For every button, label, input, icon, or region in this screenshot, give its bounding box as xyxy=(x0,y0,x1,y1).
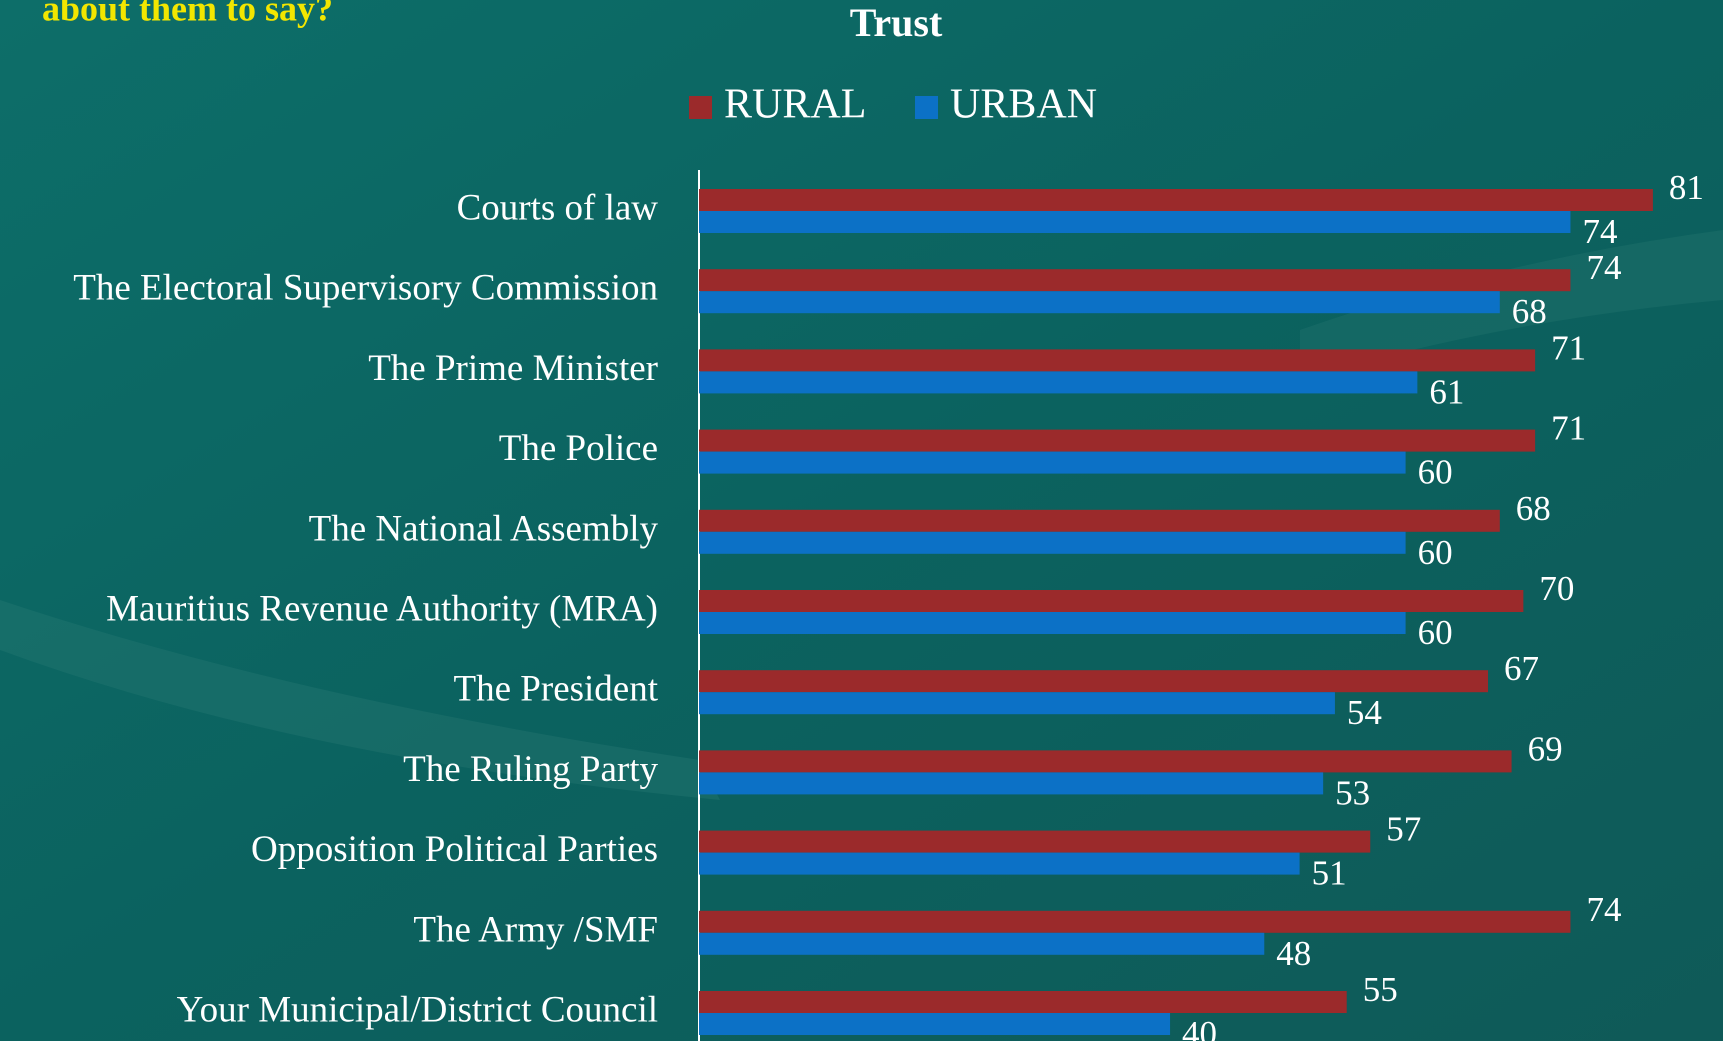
bar xyxy=(699,910,1571,933)
heading: about them to say? xyxy=(42,0,333,28)
bar xyxy=(699,772,1324,795)
bar xyxy=(699,531,1406,554)
legend-label: URBAN xyxy=(950,82,1097,128)
value-label: 57 xyxy=(1386,810,1421,849)
bar xyxy=(699,991,1347,1013)
category-label: The Electoral Supervisory Commission xyxy=(73,268,658,309)
bar xyxy=(699,590,1524,612)
value-label: 48 xyxy=(1276,934,1311,973)
category-label: The National Assembly xyxy=(309,508,659,549)
value-label: 71 xyxy=(1551,328,1586,367)
value-label: 54 xyxy=(1347,693,1382,732)
category-label: The Prime Minister xyxy=(368,348,658,389)
category-label: Opposition Political Parties xyxy=(251,829,658,870)
value-label: 68 xyxy=(1512,292,1547,331)
bar xyxy=(699,670,1489,693)
value-label: 68 xyxy=(1516,489,1551,528)
category-label: The Ruling Party xyxy=(403,749,658,790)
category-label: Mauritius Revenue Authority (MRA) xyxy=(106,588,658,629)
category-label: Your Municipal/District Council xyxy=(177,989,658,1030)
value-label: 40 xyxy=(1182,1014,1217,1041)
category-label: The Police xyxy=(499,428,658,469)
bar xyxy=(699,692,1335,715)
background-swoosh xyxy=(0,600,720,800)
value-label: 74 xyxy=(1582,212,1617,251)
bar xyxy=(699,830,1371,853)
value-label: 60 xyxy=(1418,453,1453,492)
category-label: Courts of law xyxy=(457,187,659,228)
bar xyxy=(699,211,1571,233)
legend-swatch xyxy=(915,96,938,119)
category-label: The Army /SMF xyxy=(413,909,658,950)
category-label: The President xyxy=(454,669,659,710)
value-label: 67 xyxy=(1504,649,1539,688)
background-swoosh xyxy=(1300,230,1723,380)
legend-swatch xyxy=(689,96,712,119)
value-label: 61 xyxy=(1429,372,1464,411)
bar xyxy=(699,349,1536,372)
bar xyxy=(699,509,1500,532)
bar xyxy=(699,612,1406,634)
bar xyxy=(699,852,1300,875)
value-label: 71 xyxy=(1551,409,1586,448)
bar xyxy=(699,429,1536,452)
value-label: 60 xyxy=(1418,533,1453,572)
bar xyxy=(699,750,1512,773)
value-label: 60 xyxy=(1418,613,1453,652)
bar xyxy=(699,371,1418,394)
value-label: 74 xyxy=(1586,890,1621,929)
chart-title: Trust xyxy=(850,0,943,45)
value-label: 51 xyxy=(1312,854,1347,893)
value-label: 55 xyxy=(1363,970,1398,1009)
bar xyxy=(699,269,1571,292)
value-label: 53 xyxy=(1335,773,1370,812)
value-label: 81 xyxy=(1669,168,1704,207)
value-label: 70 xyxy=(1539,569,1574,608)
bar xyxy=(699,1013,1171,1035)
bar xyxy=(699,932,1265,955)
legend-label: RURAL xyxy=(724,82,866,128)
bar xyxy=(699,189,1653,211)
bar xyxy=(699,451,1406,474)
value-label: 74 xyxy=(1586,248,1621,287)
value-label: 69 xyxy=(1528,729,1563,768)
bar xyxy=(699,291,1500,314)
